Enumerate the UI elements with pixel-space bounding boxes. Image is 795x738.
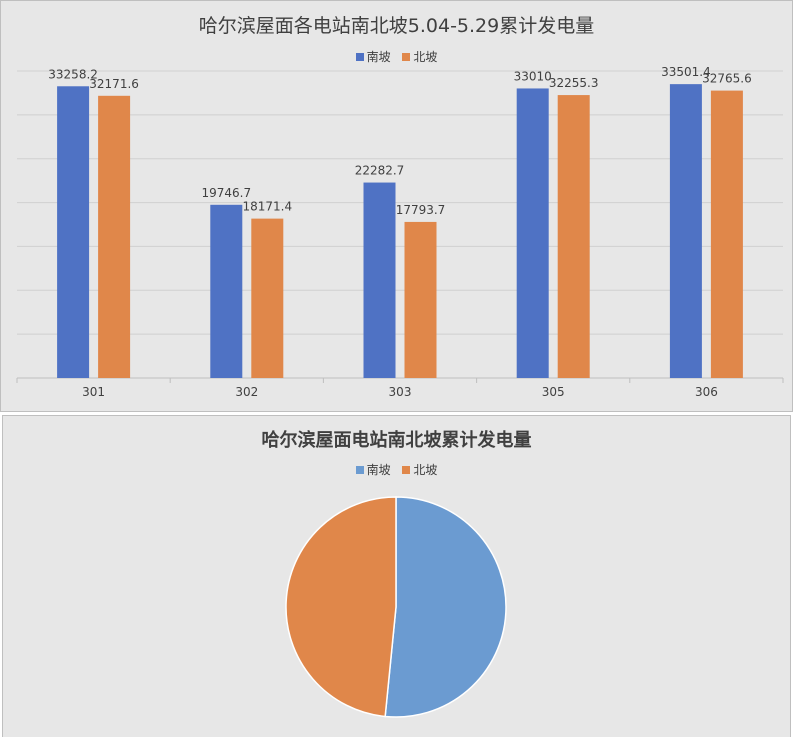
bar-data-label: 22282.7	[355, 164, 405, 178]
legend-label-north: 北坡	[413, 50, 438, 64]
bar-data-label: 17793.7	[396, 203, 446, 217]
bar-south-303	[363, 182, 396, 378]
pie-legend-item-south: 南坡	[355, 461, 391, 478]
bar-data-label: 32171.6	[89, 77, 139, 91]
pie-legend-item-north: 北坡	[402, 461, 437, 478]
legend-swatch-north	[402, 53, 411, 61]
pie-legend-swatch-north	[402, 466, 411, 474]
bar-south-302	[210, 204, 243, 378]
bar-data-label: 18171.4	[242, 200, 292, 214]
pie-slice-north	[285, 496, 397, 718]
x-tick-label: 301	[82, 385, 105, 399]
bar-north-305	[557, 95, 590, 378]
x-tick-label: 305	[542, 385, 565, 399]
bar-chart-title: 哈尔滨屋面各电站南北坡5.04-5.29累计发电量	[198, 15, 595, 37]
x-tick-label: 303	[389, 385, 412, 399]
bar-data-label: 33501.4	[661, 65, 711, 79]
bar-data-label: 19746.7	[201, 186, 251, 200]
bar-data-label: 32255.3	[549, 76, 599, 90]
x-tick-label: 306	[695, 385, 718, 399]
pie-chart-legend: 南坡 北坡	[3, 461, 790, 478]
bar-north-302	[251, 218, 284, 378]
x-tick-label: 302	[235, 385, 258, 399]
legend-item-south: 南坡	[355, 48, 391, 65]
legend-swatch-south	[355, 53, 364, 61]
bar-south-306	[669, 84, 702, 378]
bar-south-305	[516, 88, 549, 378]
bar-data-label: 33258.2	[48, 67, 98, 81]
legend-item-north: 北坡	[402, 48, 437, 65]
pie-legend-label-south: 南坡	[366, 463, 391, 477]
bar-north-306	[710, 90, 743, 378]
bar-south-301	[57, 86, 90, 378]
bar-chart-legend: 南坡 北坡	[1, 48, 792, 65]
legend-label-south: 南坡	[366, 50, 391, 64]
pie-legend-label-north: 北坡	[413, 463, 438, 477]
pie-slice-south	[384, 496, 507, 718]
pie-chart-title: 哈尔滨屋面电站南北坡累计发电量	[261, 430, 532, 451]
pie-legend-swatch-south	[355, 466, 364, 474]
bar-data-label: 32765.6	[702, 72, 752, 86]
bar-data-label: 33010	[514, 69, 552, 83]
bar-north-303	[404, 221, 437, 378]
pie-chart-panel: 哈尔滨屋面电站南北坡累计发电量 南坡 北坡	[2, 415, 791, 737]
bar-north-301	[98, 95, 131, 378]
pie-chart-plot	[285, 496, 507, 718]
bar-chart-panel: 哈尔滨屋面各电站南北坡5.04-5.29累计发电量 南坡 北坡 301 33258…	[0, 0, 793, 412]
